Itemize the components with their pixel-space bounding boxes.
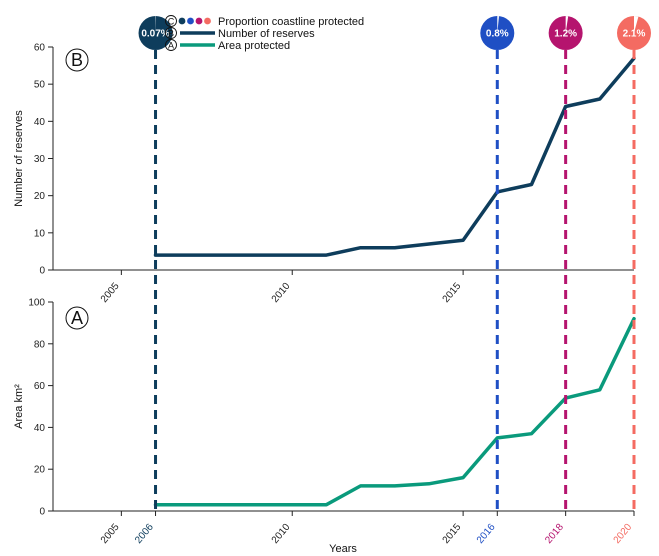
legend-label: Number of reserves [218,28,315,40]
x-axis-title: Years [329,543,357,555]
legend-letter-circle [165,39,177,51]
legend-proportion-dot [187,17,194,25]
coastline-proportion-slice [565,15,569,33]
legend-letter: B [168,29,174,39]
panel-label: A [71,308,83,328]
y-tick-label: 0 [39,266,45,277]
series-line-number-of-reserves [153,56,636,257]
legend-letter-circle [165,15,177,27]
y-tick-label: 40 [34,117,46,128]
panel-label-circle [65,48,89,72]
panel-label-circle [65,306,89,330]
y-axis-label: Number of reserves [13,110,25,207]
y-tick-label: 20 [34,191,46,202]
legend-proportion-dot [195,17,203,25]
x-tick-label: 2020 [612,522,635,546]
legend-letter: C [168,17,175,27]
y-tick-label: 80 [34,339,46,350]
x-tick-label: 2016 [475,522,498,546]
y-tick-label: 0 [39,507,45,518]
y-tick-label: 40 [34,423,46,434]
x-tick-label: 2005 [99,281,122,305]
y-axis-label: Area km² [13,384,25,429]
legend-label: Area protected [218,40,290,52]
coastline-proportion-label: 0.07% [141,29,169,40]
legend-letter: A [168,41,174,51]
x-tick-label: 2018 [543,522,566,546]
legend-letter-circle [165,27,177,39]
panel-label: B [71,50,83,70]
legend-proportion-dot [204,17,211,25]
coastline-proportion-label: 1.2% [554,29,577,40]
legend-label: Proportion coastline protected [218,16,364,28]
x-tick-label: 2006 [133,522,156,546]
y-tick-label: 50 [34,80,46,91]
x-tick-label: 2010 [270,522,293,546]
y-tick-label: 30 [34,154,46,165]
y-tick-label: 10 [34,228,46,239]
coastline-proportion-slice [634,16,639,33]
coastline-proportion-label: 0.8% [486,29,509,40]
y-tick-label: 100 [28,298,45,309]
coastline-proportion-slice [497,16,499,33]
legend-proportion-dot [178,17,186,25]
y-tick-label: 20 [34,465,46,476]
y-tick-label: 60 [34,43,46,54]
y-tick-label: 60 [34,381,46,392]
x-tick-label: 2005 [99,522,122,546]
x-tick-label: 2015 [441,281,464,305]
series-line-area-protected [153,316,636,507]
coastline-proportion-label: 2.1% [623,29,646,40]
x-tick-label: 2015 [441,522,464,546]
x-tick-label: 2010 [270,281,293,305]
